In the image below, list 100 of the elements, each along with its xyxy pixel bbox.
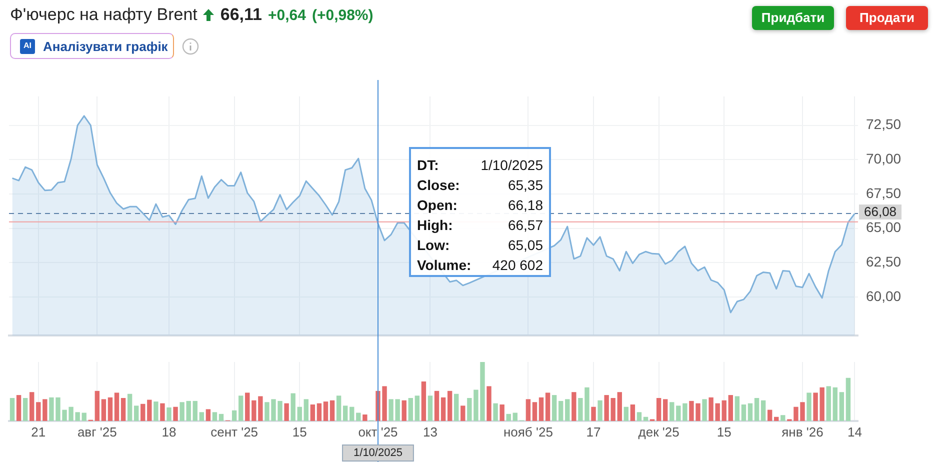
bar bbox=[120, 398, 126, 421]
bar bbox=[512, 412, 518, 421]
bar bbox=[506, 414, 511, 421]
bar bbox=[526, 399, 531, 421]
bar bbox=[134, 406, 139, 421]
bar bbox=[493, 403, 498, 421]
bar bbox=[421, 381, 426, 421]
bar bbox=[160, 403, 165, 421]
bar bbox=[760, 400, 766, 421]
annotation: DT: bbox=[417, 156, 439, 175]
bar bbox=[336, 396, 342, 421]
bar bbox=[199, 412, 204, 421]
bar bbox=[617, 392, 622, 421]
bar bbox=[330, 400, 335, 421]
text: Аналізувати графік bbox=[43, 38, 168, 54]
bar bbox=[10, 398, 15, 421]
annotation: 1/10/2025 bbox=[480, 156, 543, 175]
bar bbox=[454, 394, 459, 421]
bar bbox=[670, 402, 674, 421]
x-tick-label: окт '25 bbox=[358, 424, 398, 440]
bar bbox=[636, 412, 642, 421]
bar bbox=[624, 406, 629, 421]
text: 66,11 bbox=[220, 5, 262, 25]
bar bbox=[166, 407, 172, 421]
ref-line-label: 66,08 bbox=[864, 204, 897, 220]
y-tick-label: 60,00 bbox=[866, 288, 902, 304]
bar bbox=[316, 403, 322, 421]
bar bbox=[598, 400, 602, 421]
bar bbox=[108, 397, 113, 421]
bar bbox=[774, 416, 779, 421]
x-tick-label: 15 bbox=[716, 424, 732, 440]
bar bbox=[826, 386, 831, 421]
annotation: 420 602 bbox=[492, 256, 543, 275]
bar bbox=[356, 412, 361, 421]
bar bbox=[728, 395, 733, 421]
text: Продати bbox=[846, 6, 928, 30]
y-tick-label: 67,50 bbox=[866, 184, 902, 201]
bar bbox=[440, 397, 446, 421]
bar bbox=[350, 406, 354, 421]
bar bbox=[839, 392, 844, 421]
bar bbox=[16, 395, 22, 421]
bar bbox=[447, 390, 452, 421]
bar bbox=[748, 403, 753, 421]
bar bbox=[30, 392, 34, 421]
x-tick-label: сент '25 bbox=[210, 424, 258, 440]
annotation: 65,35 bbox=[508, 176, 543, 195]
x-tick-label: 13 bbox=[423, 424, 438, 440]
bar bbox=[154, 402, 158, 421]
annotation: Open: bbox=[417, 196, 458, 215]
x-tick-label: 18 bbox=[162, 424, 176, 440]
bar bbox=[572, 392, 576, 421]
y-tick-label: 72,50 bbox=[866, 116, 902, 132]
bar bbox=[806, 392, 812, 421]
bar bbox=[297, 406, 302, 421]
bar bbox=[702, 399, 707, 421]
annotation: 66,18 bbox=[508, 196, 543, 215]
chart-title: Ф'ючерс на нафту Brent bbox=[10, 5, 198, 25]
text: (+0,98%) bbox=[312, 6, 374, 24]
x-tick-label: янв '26 bbox=[782, 424, 824, 440]
bar bbox=[101, 399, 106, 421]
bar bbox=[656, 398, 662, 421]
bar bbox=[140, 404, 146, 421]
bar bbox=[114, 392, 120, 421]
text: Придбати bbox=[752, 6, 834, 30]
x-tick-label: нояб '25 bbox=[503, 424, 553, 440]
bar bbox=[192, 400, 198, 421]
bar bbox=[486, 386, 492, 421]
bar bbox=[460, 406, 466, 421]
bar bbox=[754, 398, 760, 421]
bar bbox=[284, 403, 289, 421]
bar bbox=[173, 406, 178, 421]
bar bbox=[780, 415, 786, 421]
bar bbox=[591, 406, 596, 421]
bar bbox=[565, 399, 570, 421]
annotation: 66,57 bbox=[508, 216, 543, 235]
bar bbox=[323, 402, 328, 421]
bar bbox=[538, 397, 544, 421]
bar bbox=[558, 400, 564, 421]
annotation: Volume: bbox=[417, 256, 472, 275]
bar bbox=[545, 392, 550, 421]
bar bbox=[402, 400, 406, 421]
bar bbox=[310, 404, 316, 421]
bar bbox=[232, 410, 237, 421]
x-tick-label: дек '25 bbox=[638, 424, 680, 440]
bar bbox=[722, 400, 726, 421]
bar bbox=[304, 399, 308, 421]
bar bbox=[428, 396, 433, 421]
bar bbox=[362, 414, 368, 421]
bar bbox=[662, 399, 668, 421]
bar bbox=[94, 390, 100, 421]
chat-bubble-icon: AI bbox=[20, 38, 35, 54]
annotation: Close: bbox=[417, 176, 460, 195]
bar bbox=[342, 406, 348, 421]
bar bbox=[127, 394, 132, 421]
x-tick-label: 14 bbox=[848, 424, 862, 440]
x-tick-label: 15 bbox=[292, 424, 307, 440]
bar bbox=[42, 399, 48, 421]
bar bbox=[22, 398, 28, 421]
bar bbox=[218, 414, 224, 421]
bar bbox=[846, 378, 851, 421]
